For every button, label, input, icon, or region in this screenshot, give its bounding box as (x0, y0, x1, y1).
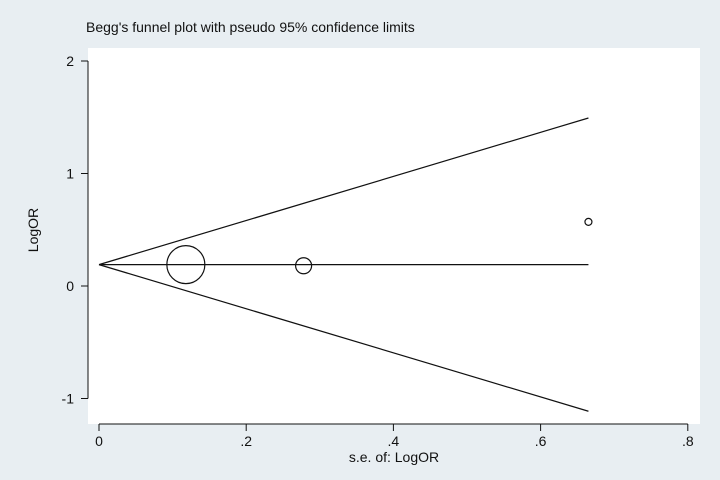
funnel-lines-layer (98, 117, 589, 412)
x-axis-label: s.e. of: LogOR (349, 449, 439, 465)
x-tick-label: .8 (682, 433, 694, 449)
x-tick-label: 0 (95, 433, 103, 449)
x-tick-label: .4 (388, 433, 400, 449)
x-tick-label: .6 (535, 433, 547, 449)
study-point (584, 217, 593, 226)
y-tick-label: 0 (66, 278, 74, 294)
y-tick-label: 2 (66, 53, 74, 69)
y-tick-label: -1 (62, 391, 75, 407)
x-tick-label: .2 (240, 433, 252, 449)
study-points-layer (166, 217, 593, 285)
study-point (295, 257, 313, 275)
y-axis-label: LogOR (25, 208, 41, 252)
study-point (166, 245, 206, 285)
chart-title: Begg's funnel plot with pseudo 95% confi… (86, 19, 415, 35)
upper-confidence-limit-line (98, 117, 589, 266)
lower-confidence-limit-line (98, 264, 589, 412)
y-tick-label: 1 (66, 166, 74, 182)
axes-layer: -1 0 1 2 0 .2 .4 .6 .8 (62, 53, 694, 449)
plot-area (88, 48, 700, 424)
